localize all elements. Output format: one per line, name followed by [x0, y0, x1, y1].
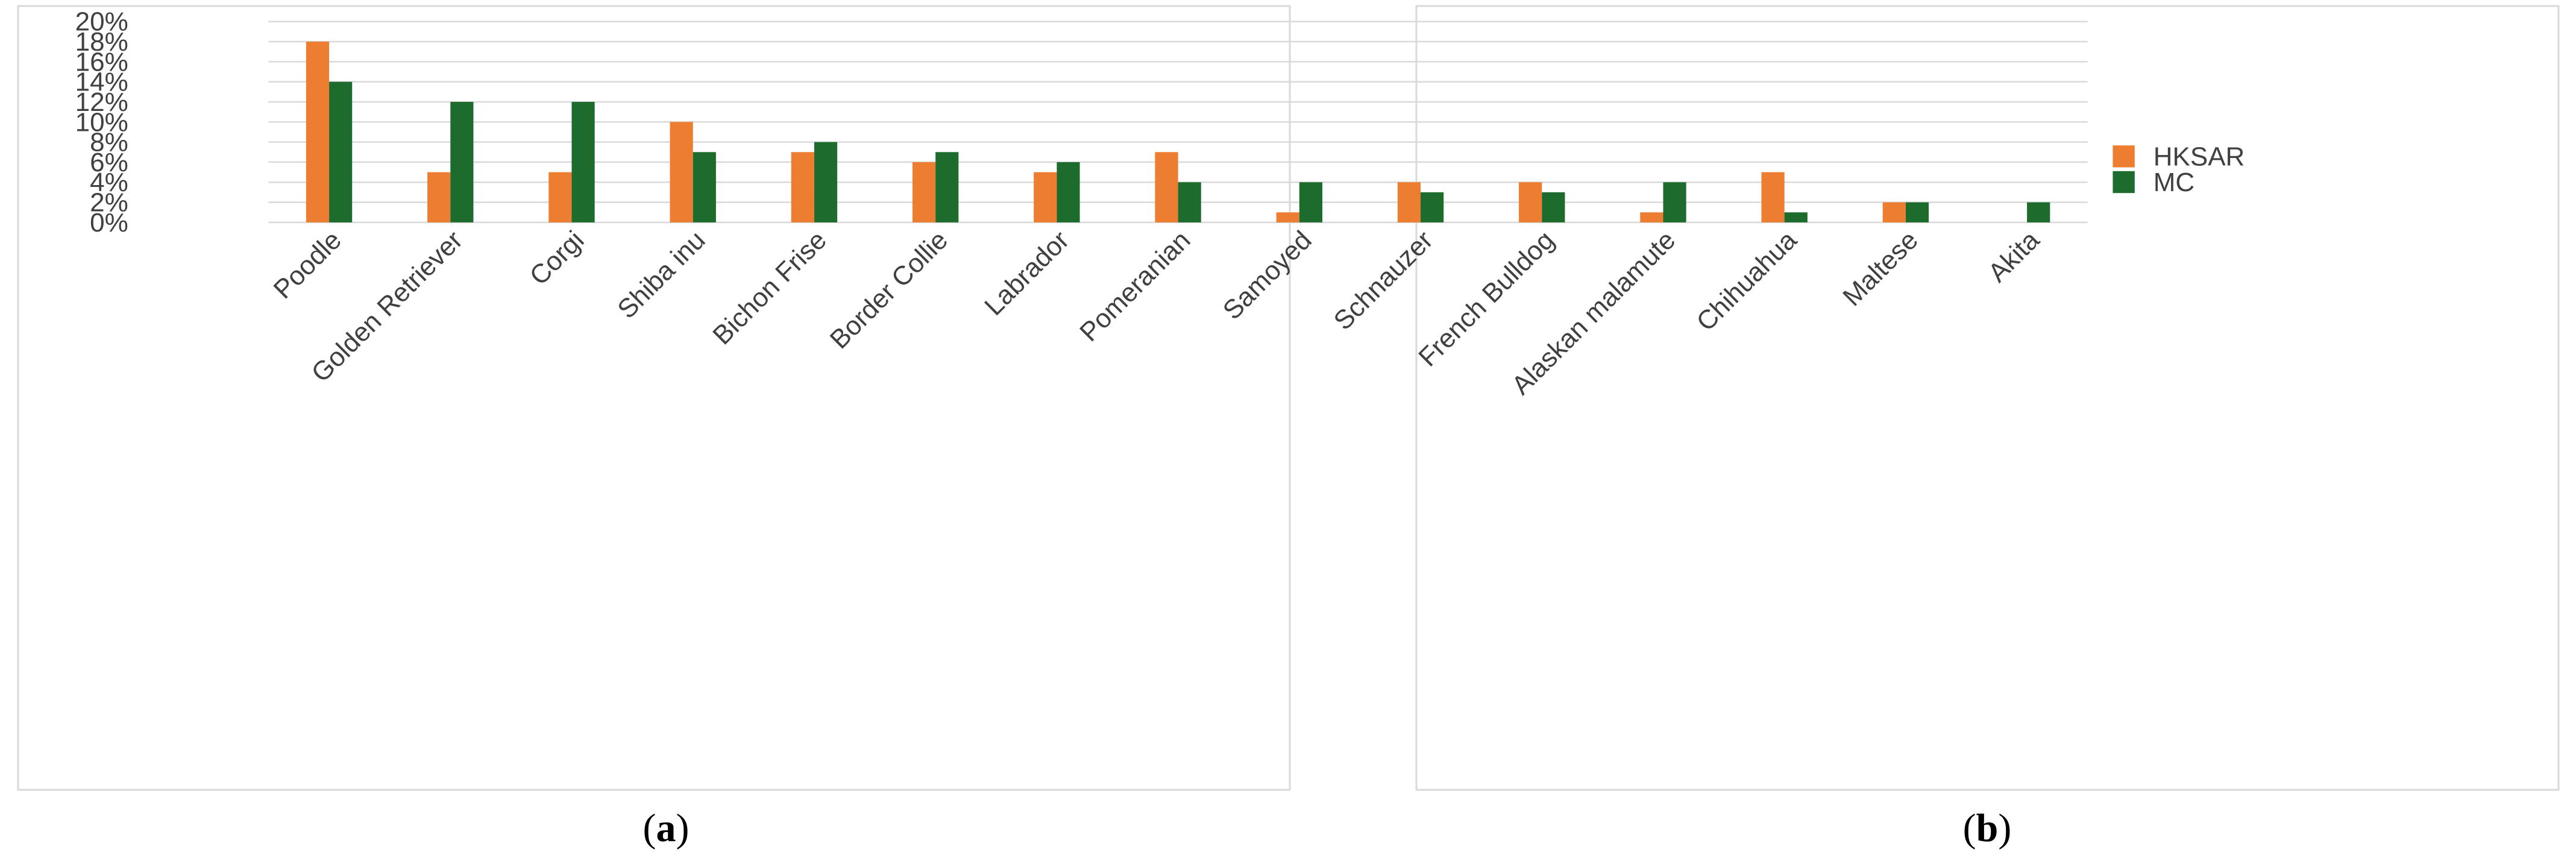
chart-a-bar-hksar: [1761, 172, 1785, 222]
chart-a-bar-hksar: [427, 172, 451, 222]
chart-a-bar-mc: [571, 101, 595, 222]
chart-a-y-tick-label: 10%: [75, 107, 128, 137]
chart-b-frame: [1415, 5, 2560, 791]
chart-a-frame: [17, 5, 1291, 791]
chart-a-bar-hksar: [1882, 202, 1906, 222]
chart-a-bar-mc: [1178, 182, 1201, 222]
chart-a-bar-mc: [1057, 162, 1080, 222]
chart-a-y-tick-label: 0%: [90, 208, 128, 238]
chart-a-bar-mc: [329, 81, 353, 222]
chart-a-bar-mc: [693, 152, 716, 222]
chart-a-bar-mc: [935, 152, 959, 222]
chart-a-bar-mc: [1421, 192, 1444, 222]
chart-a-bar-mc: [1663, 182, 1686, 222]
chart-a-y-tick-label: 2%: [90, 188, 128, 218]
chart-a-bar-hksar: [1034, 172, 1057, 222]
chart-a-y-tick-label: 16%: [75, 47, 128, 77]
chart-a-bar-hksar: [1276, 212, 1299, 222]
chart-a-bar-mc: [2027, 202, 2050, 222]
chart-a-bar-hksar: [912, 162, 936, 222]
chart-a-y-tick-label: 8%: [90, 128, 128, 157]
chart-a-y-tick-label: 20%: [75, 7, 128, 37]
chart-a-y-tick-label: 18%: [75, 27, 128, 57]
chart-a-bar-hksar: [791, 152, 814, 222]
chart-a-bar-mc: [450, 101, 474, 222]
chart-a-y-tick-label: 12%: [75, 87, 128, 117]
caption-a: (a): [643, 806, 690, 850]
chart-a-bar-mc: [1299, 182, 1322, 222]
chart-a-bar-hksar: [670, 122, 693, 222]
caption-b: (b): [1963, 806, 2012, 850]
chart-a-y-tick-label: 14%: [75, 68, 128, 97]
chart-a-bar-hksar: [1640, 212, 1663, 222]
chart-a-y-tick-label: 6%: [90, 148, 128, 177]
chart-a-bar-mc: [1784, 212, 1808, 222]
chart-a-bar-hksar: [548, 172, 572, 222]
chart-a-legend-label: HKSAR: [2153, 142, 2245, 171]
chart-a-legend-swatch: [2113, 145, 2135, 168]
chart-a-bar-hksar: [1397, 182, 1421, 222]
chart-a-y-tick-label: 4%: [90, 168, 128, 197]
chart-a-bar-hksar: [306, 42, 330, 222]
chart-a-bar-hksar: [1519, 182, 1542, 222]
chart-a-bar-mc: [1542, 192, 1565, 222]
chart-a-legend-swatch: [2113, 171, 2135, 194]
chart-a-bar-mc: [814, 142, 838, 222]
chart-a-bar-hksar: [1155, 152, 1178, 222]
chart-a-legend-label: MC: [2153, 168, 2194, 197]
chart-a-bar-mc: [1905, 202, 1929, 222]
